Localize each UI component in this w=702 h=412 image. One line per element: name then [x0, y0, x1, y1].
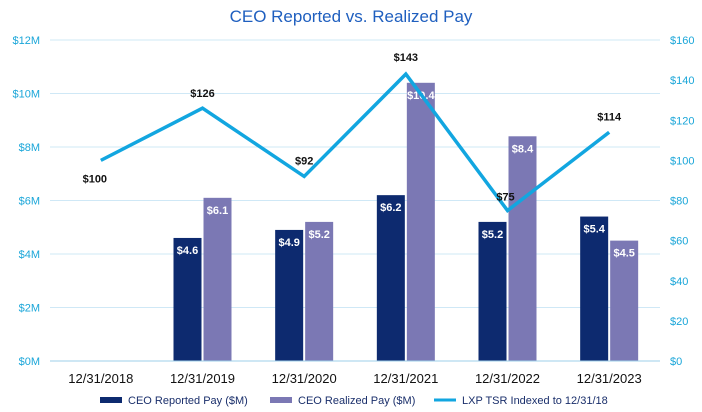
legend: CEO Reported Pay ($M) CEO Realized Pay ($… — [100, 395, 608, 407]
y-right-tick-label: $120 — [670, 115, 694, 127]
line-data-label: $92 — [295, 155, 313, 167]
y-right-tick-label: $20 — [670, 316, 688, 328]
x-tick-label: 12/31/2020 — [272, 371, 337, 386]
y-left-tick-label: $10M — [12, 89, 40, 101]
reported-pay-bar — [580, 216, 609, 361]
bar-data-label: $5.2 — [482, 229, 503, 241]
y-left-tick-label: $0M — [19, 356, 40, 368]
y-left-tick-label: $2M — [19, 303, 40, 315]
bar-data-label: $5.2 — [308, 229, 329, 241]
realized-pay-bar — [508, 136, 537, 361]
y-left-tick-label: $8M — [19, 142, 40, 154]
y-right-tick-label: $60 — [670, 236, 688, 248]
reported-pay-bar — [275, 229, 304, 361]
x-tick-label: 12/31/2023 — [577, 371, 642, 386]
x-tick-label: 12/31/2022 — [475, 371, 540, 386]
reported-pay-bar — [478, 221, 507, 361]
x-axis: 12/31/2018 12/31/2019 12/31/2020 12/31/2021… — [50, 360, 660, 386]
bar-data-label: $8.4 — [512, 143, 534, 155]
legend-swatch — [270, 397, 292, 403]
line-data-label: $143 — [394, 52, 418, 64]
chart-title: CEO Reported vs. Realized Pay — [230, 7, 473, 26]
gridlines — [50, 39, 660, 362]
line-data-label: $100 — [83, 173, 107, 185]
tsr-line-group: $100 $126 $92 $143 $75 $114 — [83, 52, 622, 214]
reported-pay-bar — [173, 237, 202, 361]
realized-pay-bar — [305, 221, 334, 361]
legend-tsr: LXP TSR Indexed to 12/31/18 — [434, 395, 608, 407]
y-left-tick-label: $6M — [19, 196, 40, 208]
bar-data-label: $4.6 — [177, 245, 198, 257]
line-data-label: $114 — [597, 111, 622, 123]
legend-realized-pay: CEO Realized Pay ($M) — [270, 395, 415, 407]
line-data-label: $75 — [496, 192, 514, 204]
legend-swatch — [100, 397, 122, 403]
y-right-tick-label: $160 — [670, 35, 694, 47]
legend-label: CEO Realized Pay ($M) — [298, 395, 415, 407]
y-right-tick-label: $100 — [670, 155, 694, 167]
y-left-tick-label: $12M — [12, 35, 40, 47]
y-right-tick-label: $80 — [670, 196, 688, 208]
y-left-tick-label: $4M — [19, 249, 40, 261]
legend-label: LXP TSR Indexed to 12/31/18 — [462, 395, 608, 407]
bar-data-label: $5.4 — [583, 224, 605, 236]
legend-reported-pay: CEO Reported Pay ($M) — [100, 395, 248, 407]
legend-label: CEO Reported Pay ($M) — [128, 395, 248, 407]
reported-pay-bar — [376, 195, 405, 361]
tsr-line — [100, 71, 611, 214]
y-right-tick-label: $40 — [670, 276, 688, 288]
realized-pay-bar — [203, 197, 232, 361]
line-data-label: $126 — [190, 88, 214, 100]
y-right-tick-label: $140 — [670, 75, 694, 87]
realized-pay-bar — [610, 240, 639, 361]
x-tick-label: 12/31/2018 — [68, 371, 133, 386]
x-tick-label: 12/31/2021 — [373, 371, 438, 386]
y-right-tick-label: $0 — [670, 356, 682, 368]
realized-pay-bar — [406, 82, 435, 362]
bars: $4.6$4.9$6.2$5.2 $5.4$6.1$5.2$10.4$8.4$4.… — [173, 82, 639, 362]
bar-data-label: $4.5 — [613, 248, 634, 260]
right-y-axis: $0 $20 $40 $60 $80 $100 $120 $140 $160 — [670, 35, 694, 368]
bar-data-label: $4.9 — [278, 237, 299, 249]
x-tick-label: 12/31/2019 — [170, 371, 235, 386]
left-y-axis: $0M $2M $4M $6M $8M $10M $12M — [12, 35, 40, 368]
bar-data-label: $6.2 — [380, 202, 401, 214]
bar-data-label: $6.1 — [207, 205, 228, 217]
